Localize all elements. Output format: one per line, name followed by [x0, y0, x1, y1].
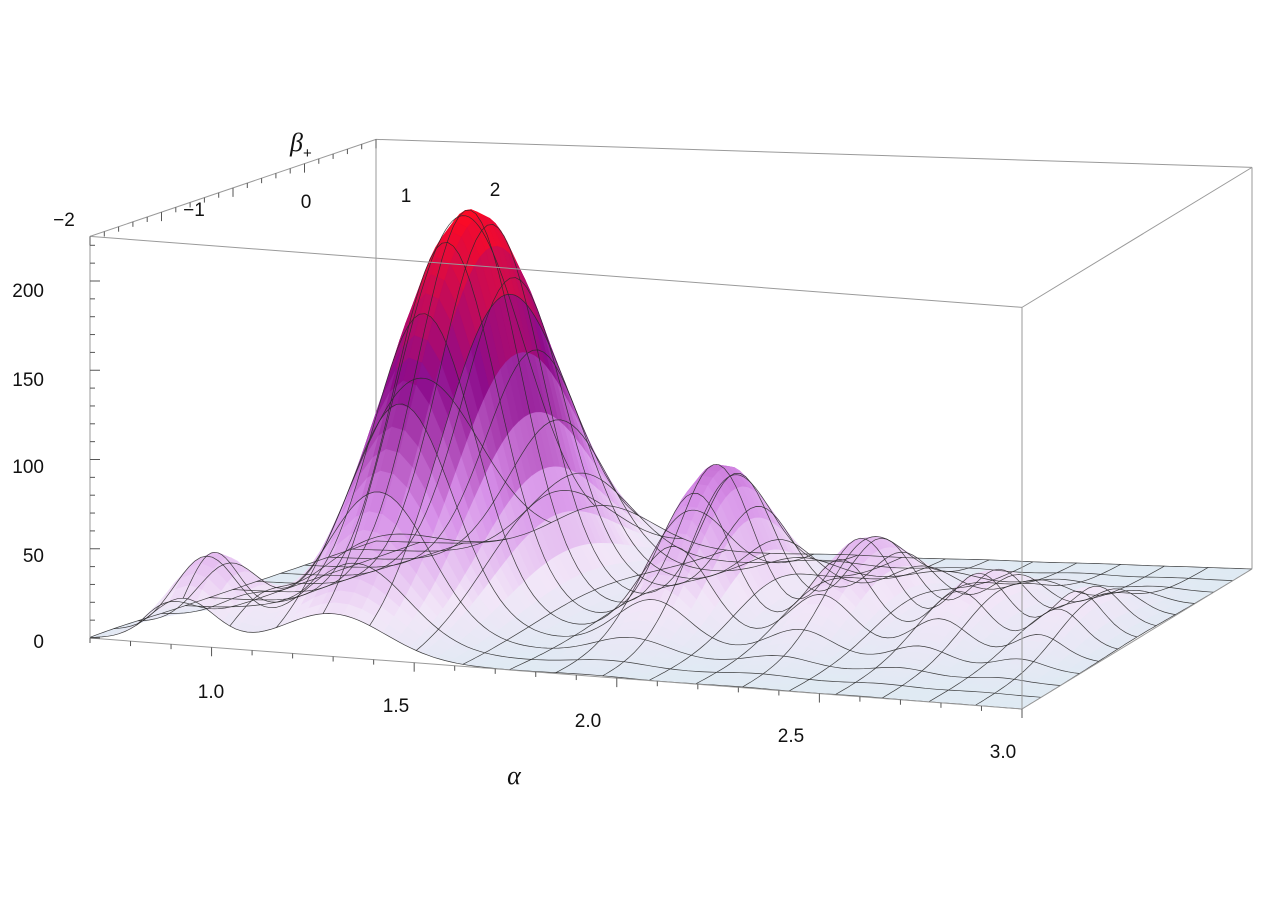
box-edge	[1021, 568, 1253, 710]
z-tick-label: 50	[23, 546, 44, 567]
box-edge	[1021, 166, 1253, 308]
y-tick-label: −2	[53, 210, 75, 231]
mesh-line	[232, 209, 1138, 638]
bounding-box-back	[89, 138, 1253, 569]
y-tick-label: 1	[401, 186, 412, 207]
mesh-line	[137, 491, 1061, 686]
bounding-box-front	[89, 235, 1253, 710]
y-tick-label: −1	[183, 200, 205, 221]
z-tick-label: 0	[33, 632, 44, 653]
y-tick-label: 2	[490, 180, 501, 201]
axis-ticks	[89, 139, 1023, 718]
mesh-line	[304, 349, 1195, 604]
x-tick-label: 2.5	[778, 726, 804, 747]
x-axis-label: α	[507, 761, 522, 790]
z-axis-tick-labels: 0 50 100 150 200	[12, 281, 44, 653]
z-tick-label: 150	[12, 370, 44, 391]
x-tick-label: 1.5	[383, 696, 409, 717]
x-tick-label: 1.0	[198, 682, 224, 703]
box-edge	[89, 637, 1023, 710]
box-edge	[375, 138, 1253, 168]
z-tick-label: 200	[12, 281, 44, 302]
mesh-line	[352, 472, 1233, 581]
y-axis-label-main: β	[289, 128, 303, 157]
mesh-line	[375, 505, 1253, 570]
x-axis-tick-labels: 1.0 1.5 2.0 2.5 3.0	[198, 682, 1016, 763]
y-axis-label: β+	[289, 128, 312, 162]
y-axis-label-sub: +	[303, 145, 312, 162]
mesh-line	[185, 313, 1099, 662]
y-axis-tick-labels: −2 −1 0 1 2	[53, 180, 500, 231]
z-tick-label: 100	[12, 457, 44, 478]
y-tick-label: 0	[301, 192, 312, 213]
box-edge	[89, 235, 1023, 308]
surface	[89, 209, 1254, 710]
x-tick-label: 3.0	[990, 742, 1016, 763]
mesh-line	[113, 555, 1042, 698]
mesh-line	[209, 242, 1118, 650]
mesh-line	[280, 277, 1176, 615]
mesh-line	[161, 403, 1080, 674]
x-tick-label: 2.0	[575, 711, 601, 732]
